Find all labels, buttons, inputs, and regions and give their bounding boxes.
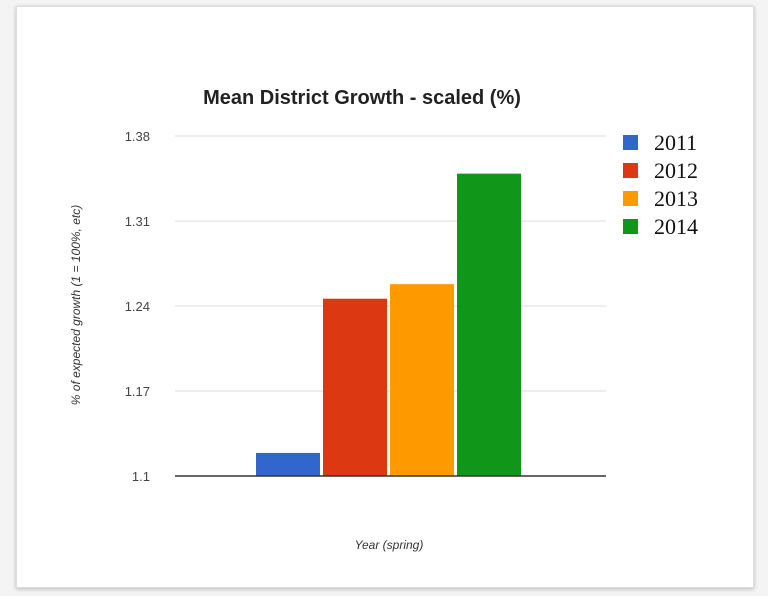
legend-swatch-2011 [623, 135, 638, 150]
y-axis-label: % of expected growth (1 = 100%, etc) [69, 205, 83, 405]
bar-2011[interactable] [256, 452, 320, 476]
bar-2013[interactable] [390, 284, 454, 476]
legend-label-2011: 2011 [654, 130, 697, 155]
legend-label-2013: 2013 [654, 186, 698, 211]
y-tick-label: 1.38 [125, 129, 150, 144]
y-tick-label: 1.1 [132, 469, 150, 484]
y-axis-ticks: 1.38 1.31 1.24 1.17 1.1 [125, 129, 150, 484]
chart-card [16, 6, 754, 588]
chart-title: Mean District Growth - scaled (%) [203, 87, 521, 109]
legend: 2011 2012 2013 2014 [623, 130, 698, 239]
legend-swatch-2013 [623, 191, 638, 206]
x-axis-label: Year (spring) [355, 538, 424, 552]
y-tick-label: 1.17 [125, 384, 150, 399]
bar-2014[interactable] [457, 173, 521, 476]
legend-label-2014: 2014 [654, 214, 698, 239]
bar-2012[interactable] [323, 298, 387, 476]
legend-label-2012: 2012 [654, 158, 698, 183]
legend-swatch-2012 [623, 163, 638, 178]
y-tick-label: 1.31 [125, 214, 150, 229]
legend-swatch-2014 [623, 219, 638, 234]
bars [256, 173, 521, 476]
y-tick-label: 1.24 [125, 299, 150, 314]
